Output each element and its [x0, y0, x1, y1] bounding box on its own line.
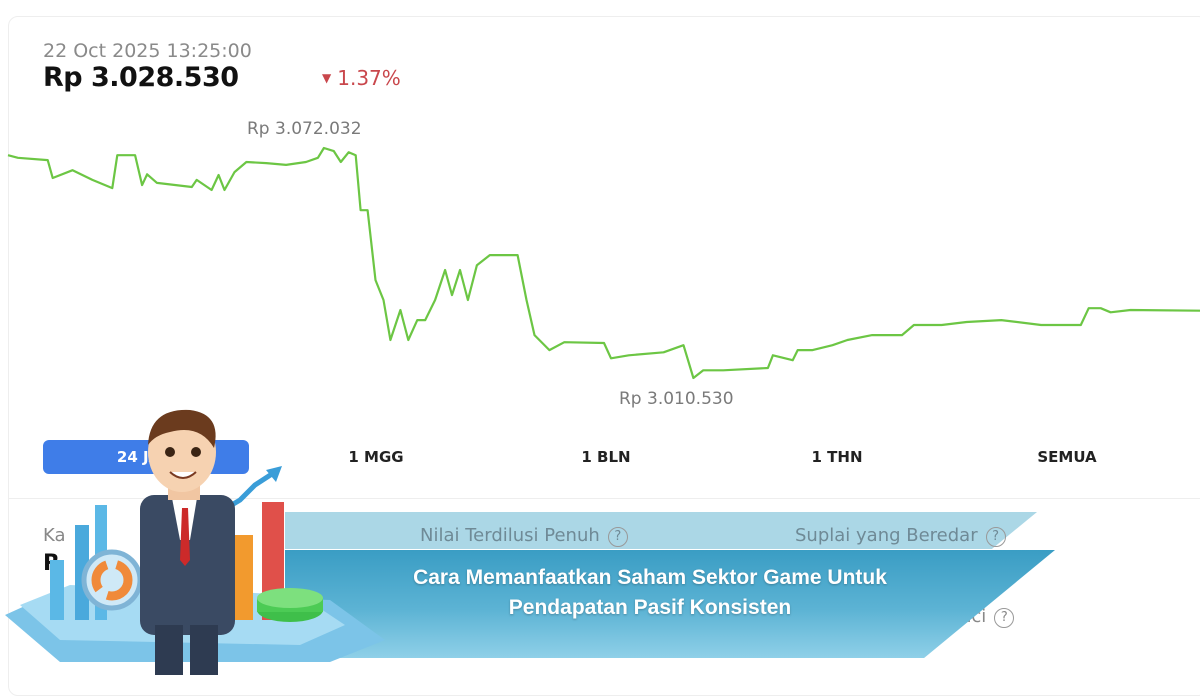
businessman-illustration	[5, 409, 385, 675]
title-banner	[285, 550, 1055, 658]
price-change: ▼ 1.37%	[322, 66, 401, 90]
article-title: Cara Memanfaatkan Saham Sektor Game Untu…	[300, 563, 1000, 623]
triangle-down-icon: ▼	[322, 71, 332, 85]
stat-label-1: Ka	[43, 525, 66, 546]
help-icon[interactable]: ?	[607, 527, 628, 547]
tab-all[interactable]: SEMUA	[1037, 448, 1097, 466]
title-line-2: Pendapatan Pasif Konsisten	[508, 596, 792, 619]
divider	[8, 498, 1200, 499]
fdv-label: Nilai Terdilusi Penuh	[420, 525, 600, 546]
supply-label: Suplai yang Beredar	[795, 525, 978, 546]
price-chart[interactable]	[0, 0, 1200, 420]
price-line	[7, 146, 1200, 380]
current-price: Rp 3.028.530	[43, 62, 239, 93]
banner-accent-strip	[285, 512, 1037, 549]
stat-label-fdv: Nilai Terdilusi Penuh?	[420, 525, 628, 547]
low-label: Rp 3.010.530	[619, 389, 734, 409]
tab-1y[interactable]: 1 THN	[811, 448, 863, 466]
stat-label-supply: Suplai yang Beredar?	[795, 525, 1006, 547]
title-line-1: Cara Memanfaatkan Saham Sektor Game Untu…	[413, 566, 887, 589]
timestamp: 22 Oct 2025 13:25:00	[43, 40, 252, 62]
change-value: 1.37%	[337, 66, 401, 90]
tab-1w[interactable]: 1 MGG	[348, 448, 404, 466]
help-icon[interactable]: ?	[985, 527, 1006, 547]
help-icon[interactable]: ?	[994, 608, 1015, 628]
high-label: Rp 3.072.032	[247, 119, 362, 139]
tab-1m[interactable]: 1 BLN	[581, 448, 631, 466]
